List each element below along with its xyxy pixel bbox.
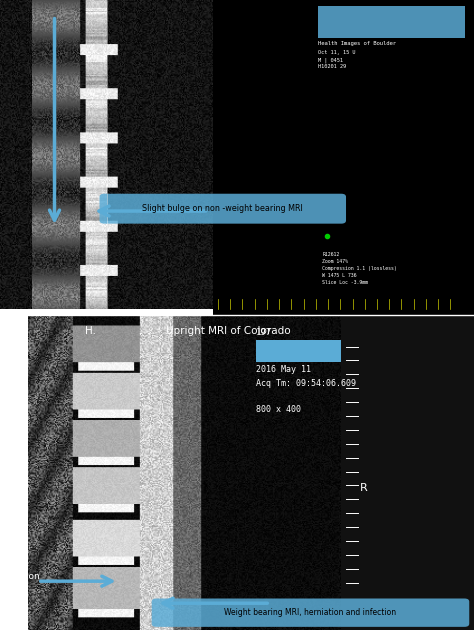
Text: Slight bulge on non -weight bearing MRI: Slight bulge on non -weight bearing MRI bbox=[142, 204, 303, 213]
Text: H.: H. bbox=[85, 326, 96, 336]
Text: R12612
Zoom 147%
Compression 1.1 (lossless)
W 1475 L 736
Slice Loc -3.9mm: R12612 Zoom 147% Compression 1.1 (lossle… bbox=[322, 252, 397, 285]
Text: Infection: Infection bbox=[0, 572, 40, 581]
Text: Health Images of Boulder: Health Images of Boulder bbox=[318, 41, 396, 46]
Text: Oct 11, 15 U
M | 0451
H10201 29: Oct 11, 15 U M | 0451 H10201 29 bbox=[318, 50, 355, 69]
Text: 197: 197 bbox=[256, 328, 272, 336]
Bar bbox=[341, 315, 474, 630]
FancyBboxPatch shape bbox=[152, 598, 469, 627]
Bar bbox=[213, 0, 474, 315]
FancyBboxPatch shape bbox=[100, 194, 346, 224]
Text: R: R bbox=[360, 483, 368, 493]
Text: Upright MRI of Colorado: Upright MRI of Colorado bbox=[166, 326, 291, 336]
Text: Weight bearing MRI, herniation and infection: Weight bearing MRI, herniation and infec… bbox=[224, 608, 397, 617]
Bar bbox=[318, 6, 465, 38]
Text: 2016 May 11
Acq Tm: 09:54:06.609

800 x 400: 2016 May 11 Acq Tm: 09:54:06.609 800 x 4… bbox=[256, 365, 356, 414]
Bar bbox=[256, 340, 341, 362]
